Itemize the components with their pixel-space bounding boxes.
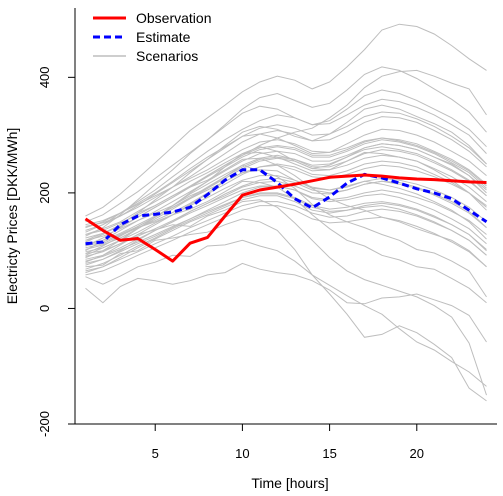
- scenario-line-1: [85, 262, 487, 343]
- scenario-line-6: [85, 164, 487, 298]
- scenario-line-36: [85, 149, 487, 247]
- legend-estimate-label: Estimate: [136, 29, 191, 45]
- x-ticks: 5 10 15 20: [152, 424, 424, 461]
- scenario-line-12: [85, 104, 487, 243]
- scenario-line-13: [85, 89, 487, 223]
- scenario-line-18: [85, 146, 487, 259]
- scenario-line-33: [85, 185, 487, 264]
- y-axis-title: Electricty Prices [DKK/MWh]: [4, 128, 20, 305]
- scenario-line-2: [85, 239, 487, 387]
- scenario-line-24: [85, 175, 487, 253]
- scenario-line-32: [85, 143, 487, 241]
- scenario-line-21: [85, 164, 487, 246]
- scenario-line-27: [85, 193, 487, 262]
- y-tick-label: 0: [37, 305, 52, 312]
- main-series: [84, 168, 488, 263]
- y-ticks: -200 0 200 400: [37, 66, 75, 437]
- scenario-line-31: [85, 160, 487, 257]
- y-tick-label: 200: [37, 182, 52, 204]
- scenario-line-15: [85, 23, 487, 217]
- x-tick-label: 15: [322, 446, 336, 461]
- scenario-line-37: [85, 177, 487, 255]
- scenario-line-5: [85, 180, 487, 304]
- x-tick-label: 20: [410, 446, 424, 461]
- scenario-line-34: [85, 137, 487, 235]
- scenario-line-4: [85, 199, 487, 396]
- scenario-line-23: [85, 137, 487, 226]
- scenario-line-14: [85, 66, 487, 237]
- y-tick-label: 400: [37, 66, 52, 88]
- observation-line: [84, 173, 487, 263]
- scenario-line-38: [85, 116, 487, 227]
- scenario-line-20: [85, 195, 487, 274]
- x-tick-label: 10: [235, 446, 249, 461]
- scenario-line-28: [85, 111, 487, 231]
- scenario-line-8: [85, 169, 487, 249]
- y-tick-label: -200: [37, 411, 52, 437]
- scenario-lines: [85, 23, 487, 402]
- scenario-line-30: [85, 154, 487, 250]
- scenario-line-35: [85, 201, 487, 272]
- scenario-line-3: [85, 218, 487, 402]
- scenario-line-25: [85, 192, 487, 270]
- x-tick-label: 5: [152, 446, 159, 461]
- legend: Observation Estimate Scenarios: [93, 10, 211, 64]
- x-axis-title: Time [hours]: [251, 475, 328, 491]
- scenario-line-17: [85, 98, 487, 233]
- legend-scenarios-label: Scenarios: [136, 48, 198, 64]
- scenario-line-26: [85, 139, 487, 239]
- legend-observation-label: Observation: [136, 10, 211, 26]
